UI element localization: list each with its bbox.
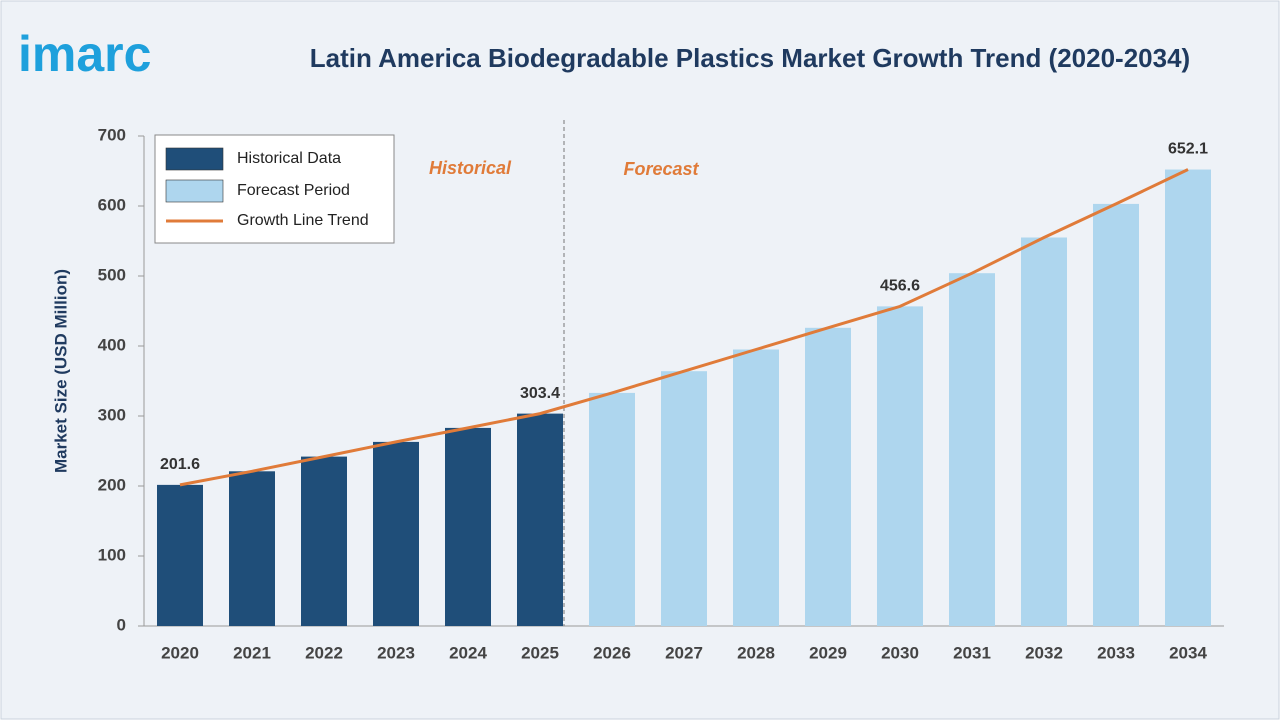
y-tick-label: 100	[98, 545, 126, 564]
x-tick-label: 2031	[953, 643, 991, 662]
chart-title: Latin America Biodegradable Plastics Mar…	[310, 43, 1190, 73]
y-tick-label: 600	[98, 195, 126, 214]
bar	[589, 392, 635, 626]
value-label: 456.6	[880, 278, 920, 295]
legend-label: Growth Line Trend	[237, 212, 369, 229]
annotation: Forecast	[623, 159, 699, 179]
x-tick-label: 2029	[809, 643, 847, 662]
bar	[157, 484, 203, 626]
x-tick-label: 2024	[449, 643, 487, 662]
legend-label: Historical Data	[237, 150, 341, 167]
value-label: 652.1	[1168, 141, 1208, 158]
trend-line	[179, 168, 1189, 487]
annotation: Historical	[429, 158, 512, 178]
x-tick-label: 2025	[521, 643, 559, 662]
bar	[373, 441, 419, 626]
x-tick-label: 2032	[1025, 643, 1063, 662]
bar	[733, 349, 779, 626]
x-tick-label: 2026	[593, 643, 631, 662]
y-axis-label: Market Size (USD Million)	[51, 269, 70, 473]
value-label: 303.4	[520, 385, 560, 402]
bar	[517, 413, 563, 626]
y-tick-label: 300	[98, 405, 126, 424]
legend-label: Forecast Period	[237, 182, 350, 199]
y-tick-label: 400	[98, 335, 126, 354]
x-tick-label: 2021	[233, 643, 271, 662]
x-tick-label: 2033	[1097, 643, 1135, 662]
legend-swatch	[165, 179, 224, 203]
bar	[949, 273, 995, 626]
legend-swatch	[165, 147, 224, 171]
x-tick-label: 2023	[377, 643, 415, 662]
y-tick-label: 500	[98, 265, 126, 284]
bar	[877, 306, 923, 626]
x-tick-label: 2027	[665, 643, 703, 662]
bar	[1093, 203, 1139, 626]
x-tick-label: 2030	[881, 643, 919, 662]
y-tick-label: 0	[117, 615, 126, 634]
value-label: 201.6	[160, 456, 200, 473]
x-tick-label: 2020	[161, 643, 199, 662]
bar	[1165, 169, 1211, 626]
x-tick-label: 2034	[1169, 643, 1207, 662]
bar	[301, 456, 347, 626]
bar	[661, 371, 707, 626]
logo: imarc	[18, 26, 151, 82]
bar	[805, 327, 851, 626]
y-tick-label: 200	[98, 475, 126, 494]
bar	[1021, 237, 1067, 626]
bar	[229, 471, 275, 626]
plot: 0 100 200 300 400 500 600 700 2020 2021 2022 2023 20…	[98, 120, 1224, 662]
x-tick-label: 2028	[737, 643, 775, 662]
y-tick-label: 700	[98, 125, 126, 144]
bar	[445, 427, 491, 626]
x-tick-label: 2022	[305, 643, 343, 662]
